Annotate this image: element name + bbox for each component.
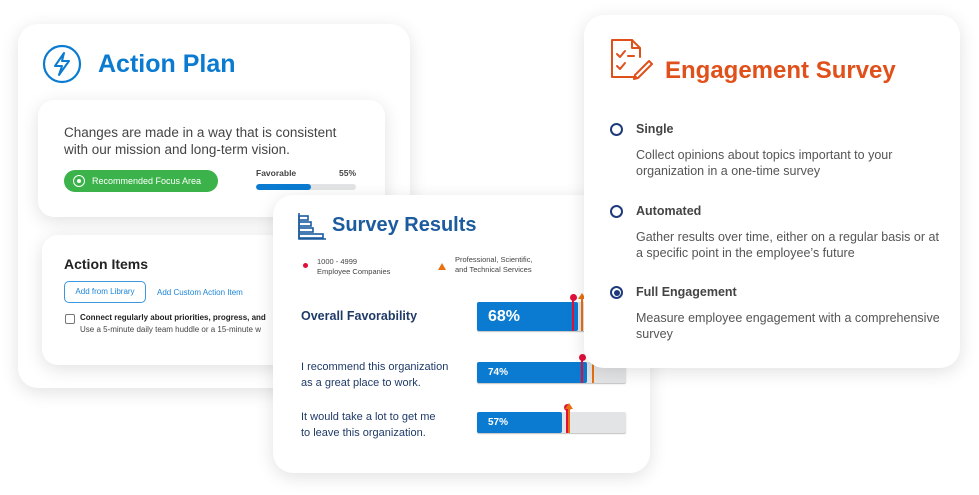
add-from-library-button[interactable]: Add from Library bbox=[64, 281, 146, 303]
bar-list-icon bbox=[298, 213, 326, 240]
survey-results-title: Survey Results bbox=[332, 214, 477, 236]
action-items-title: Action Items bbox=[64, 256, 149, 272]
action-item-checkbox[interactable] bbox=[65, 314, 75, 324]
favorability-bar: 57% bbox=[477, 403, 626, 433]
legend-company-size: 1000 - 4999 Employee Companies bbox=[317, 257, 391, 276]
row-label-leave: It would take a lot to get me to leave th… bbox=[301, 411, 436, 439]
radio-button-selected[interactable] bbox=[610, 286, 623, 299]
action-plan-title: Action Plan bbox=[98, 50, 236, 78]
option-title: Single bbox=[636, 122, 674, 136]
action-items-card: Action Items Add from Library Add Custom… bbox=[42, 235, 292, 365]
add-custom-action-item-link[interactable]: Add Custom Action Item bbox=[157, 288, 243, 297]
radio-button[interactable] bbox=[610, 123, 623, 136]
option-title: Full Engagement bbox=[636, 285, 737, 299]
industry-benchmark-marker bbox=[578, 293, 587, 331]
lightning-bolt-icon bbox=[42, 44, 82, 84]
company-benchmark-marker bbox=[569, 294, 577, 331]
favorable-progress-bar bbox=[256, 184, 356, 190]
option-title: Automated bbox=[636, 204, 702, 218]
option-description: Measure employee engagement with a compr… bbox=[636, 311, 940, 341]
industry-benchmark-marker bbox=[564, 403, 573, 433]
recommended-focus-badge[interactable]: Recommended Focus Area bbox=[64, 170, 218, 192]
row-label-recommend: I recommend this organization as a great … bbox=[301, 361, 449, 389]
favorability-bar: 74% bbox=[477, 353, 626, 383]
action-item-subtitle: Use a 5-minute daily team huddle or a 15… bbox=[80, 325, 261, 334]
company-benchmark-marker bbox=[578, 354, 586, 383]
option-description: Gather results over time, either on a re… bbox=[636, 230, 939, 260]
bar-fill: 68% bbox=[477, 302, 579, 331]
radio-button[interactable] bbox=[610, 205, 623, 218]
industry-legend-marker bbox=[438, 263, 446, 270]
option-description: Collect opinions about topics important … bbox=[636, 148, 893, 178]
radio-target-icon bbox=[73, 175, 85, 187]
bar-fill: 74% bbox=[477, 362, 588, 383]
row-label-overall: Overall Favorability bbox=[301, 309, 418, 323]
engagement-survey-title: Engagement Survey bbox=[665, 57, 896, 84]
statement-text: Changes are made in a way that is consis… bbox=[64, 125, 337, 157]
company-size-legend-marker bbox=[303, 263, 308, 268]
engagement-survey-card: Engagement Survey Single Collect opinions… bbox=[584, 15, 960, 368]
focus-label: Recommended Focus Area bbox=[92, 176, 202, 186]
bar-fill: 57% bbox=[477, 412, 562, 433]
favorable-label: Favorable bbox=[256, 168, 297, 178]
checklist-pencil-icon bbox=[611, 39, 653, 80]
favorable-value: 55% bbox=[339, 168, 357, 178]
favorable-progress-fill bbox=[256, 184, 311, 190]
legend-industry: Professional, Scientific, and Technical S… bbox=[455, 255, 533, 274]
action-item-title: Connect regularly about priorities, prog… bbox=[80, 313, 266, 322]
